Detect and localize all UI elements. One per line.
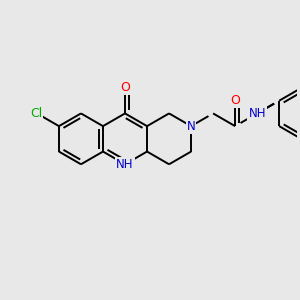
Text: NH: NH bbox=[116, 158, 134, 171]
Text: NH: NH bbox=[248, 107, 266, 120]
Text: N: N bbox=[187, 120, 196, 133]
Text: Cl: Cl bbox=[30, 107, 42, 120]
Text: O: O bbox=[230, 94, 240, 107]
Text: O: O bbox=[120, 81, 130, 94]
